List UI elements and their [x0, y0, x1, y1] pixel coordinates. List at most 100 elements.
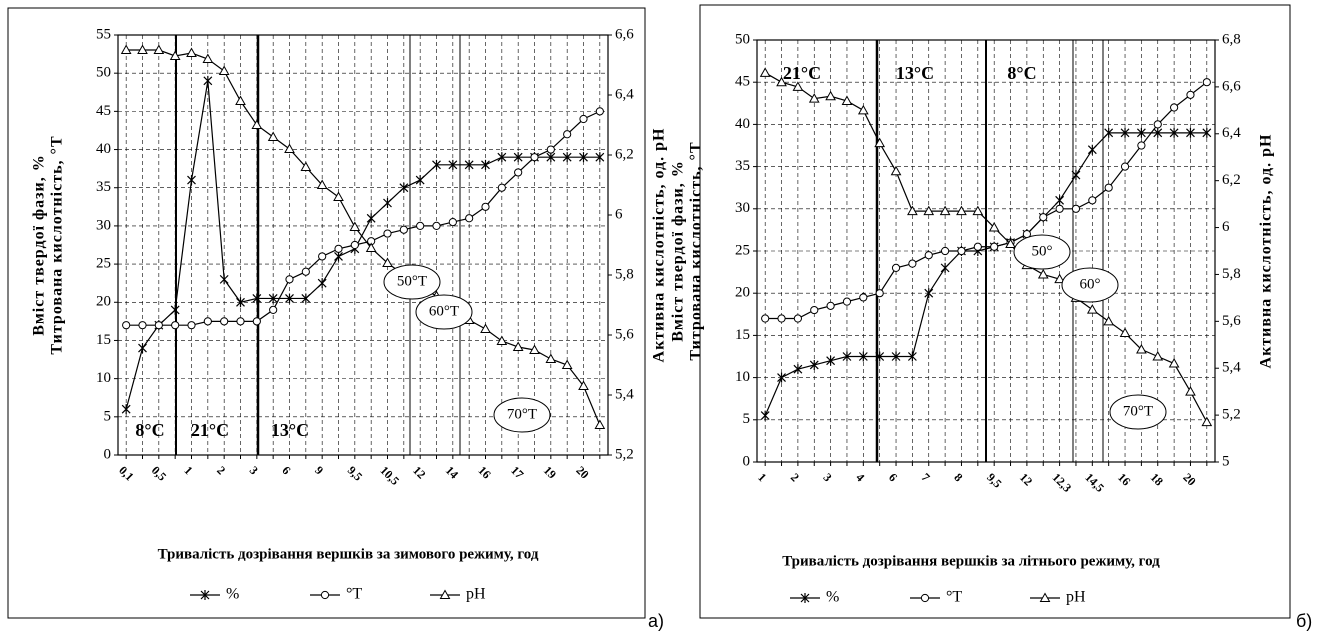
marker	[514, 168, 523, 177]
x-tick-label: 10,5	[377, 463, 402, 488]
x-tick-label: 20	[1180, 470, 1198, 488]
panel-frame	[7, 7, 646, 619]
x-tick-label: 9,5	[984, 470, 1005, 491]
marker	[890, 165, 902, 176]
marker	[759, 67, 771, 77]
y2-axis-title: Активна кислотність, од. рН	[651, 128, 668, 363]
marker	[269, 305, 278, 315]
marker	[1136, 127, 1146, 138]
marker	[236, 297, 245, 308]
marker	[826, 355, 836, 366]
series-line	[764, 132, 1207, 416]
legend-label: %	[226, 586, 239, 603]
marker	[562, 152, 572, 163]
marker	[1087, 144, 1097, 155]
y-tick-label: 55	[96, 26, 111, 42]
marker	[1037, 268, 1049, 279]
marker	[137, 44, 148, 54]
legend-marker	[439, 589, 451, 599]
marker	[939, 205, 951, 216]
panel-label: а)	[648, 611, 664, 631]
marker	[924, 251, 933, 260]
x-tick-label: 16	[1115, 470, 1133, 488]
marker	[957, 246, 966, 256]
marker	[186, 47, 197, 57]
y-tick-label: 50	[735, 31, 750, 47]
y2-tick-label: 5,8	[615, 266, 634, 282]
marker	[546, 152, 556, 163]
marker	[187, 321, 196, 330]
series-line	[765, 81, 1208, 320]
marker	[366, 213, 376, 224]
x-axis-title: Тривалість дозрівання вершків за зимовог…	[158, 546, 539, 562]
marker	[383, 198, 392, 208]
y-tick-label: 5	[743, 411, 751, 427]
plot-area	[117, 34, 609, 456]
legend-marker	[200, 590, 210, 600]
marker	[236, 317, 245, 326]
marker	[496, 335, 508, 345]
marker	[300, 161, 312, 171]
marker	[252, 293, 262, 304]
marker	[432, 221, 441, 231]
legend-marker	[920, 593, 930, 603]
annotation-box	[1061, 267, 1119, 303]
marker	[1088, 196, 1097, 205]
annotation: 50°Т	[397, 273, 427, 289]
marker	[940, 262, 950, 273]
series-line	[126, 49, 601, 426]
marker	[875, 289, 884, 298]
y2-tick-label: 5,6	[1222, 313, 1241, 329]
y-axis-title: Титрована кислотність, °Т	[688, 141, 705, 360]
y2-tick-label: 6,8	[1222, 31, 1241, 47]
marker	[972, 205, 984, 216]
legend-label: pH	[1066, 589, 1086, 606]
marker	[1104, 183, 1113, 192]
x-tick-label: 12	[1017, 470, 1035, 488]
y2-tick-label: 6,2	[1222, 172, 1241, 188]
y-tick-label: 40	[735, 116, 750, 132]
marker	[826, 301, 835, 310]
y-tick-label: 0	[743, 453, 751, 469]
annotation: 8°C	[135, 420, 164, 440]
marker	[988, 222, 1000, 232]
marker	[907, 205, 918, 216]
marker	[563, 130, 572, 139]
marker	[1055, 195, 1065, 206]
marker	[415, 175, 425, 186]
marker	[1104, 127, 1114, 138]
marker	[1039, 213, 1048, 222]
marker	[1152, 350, 1164, 361]
marker	[251, 119, 263, 129]
marker	[481, 202, 490, 211]
marker	[220, 317, 229, 326]
y-tick-label: 40	[96, 141, 111, 157]
marker	[320, 590, 330, 600]
marker	[1039, 592, 1051, 602]
marker	[920, 593, 930, 603]
marker	[1119, 327, 1131, 338]
x-tick-label: 3	[821, 470, 835, 484]
x-axis-title: Тривалість дозрівання вершків за літньог…	[782, 553, 1160, 569]
annotation: 70°Т	[507, 406, 537, 422]
marker	[1137, 141, 1146, 150]
panel-label: б)	[1296, 611, 1312, 631]
marker	[497, 152, 507, 163]
legend-marker	[1039, 592, 1051, 602]
marker	[268, 293, 278, 304]
marker	[235, 95, 246, 105]
marker	[891, 263, 901, 272]
marker	[594, 419, 606, 429]
marker	[1153, 120, 1162, 129]
marker	[416, 221, 425, 231]
annotation-box	[383, 264, 441, 300]
marker	[383, 229, 392, 238]
annotation-box	[493, 397, 551, 433]
marker	[138, 343, 147, 354]
series-line	[764, 72, 1208, 423]
marker	[1186, 127, 1195, 138]
marker	[267, 131, 279, 141]
marker	[513, 152, 523, 163]
y-tick-label: 45	[96, 103, 111, 119]
x-tick-label: 14	[443, 463, 461, 481]
